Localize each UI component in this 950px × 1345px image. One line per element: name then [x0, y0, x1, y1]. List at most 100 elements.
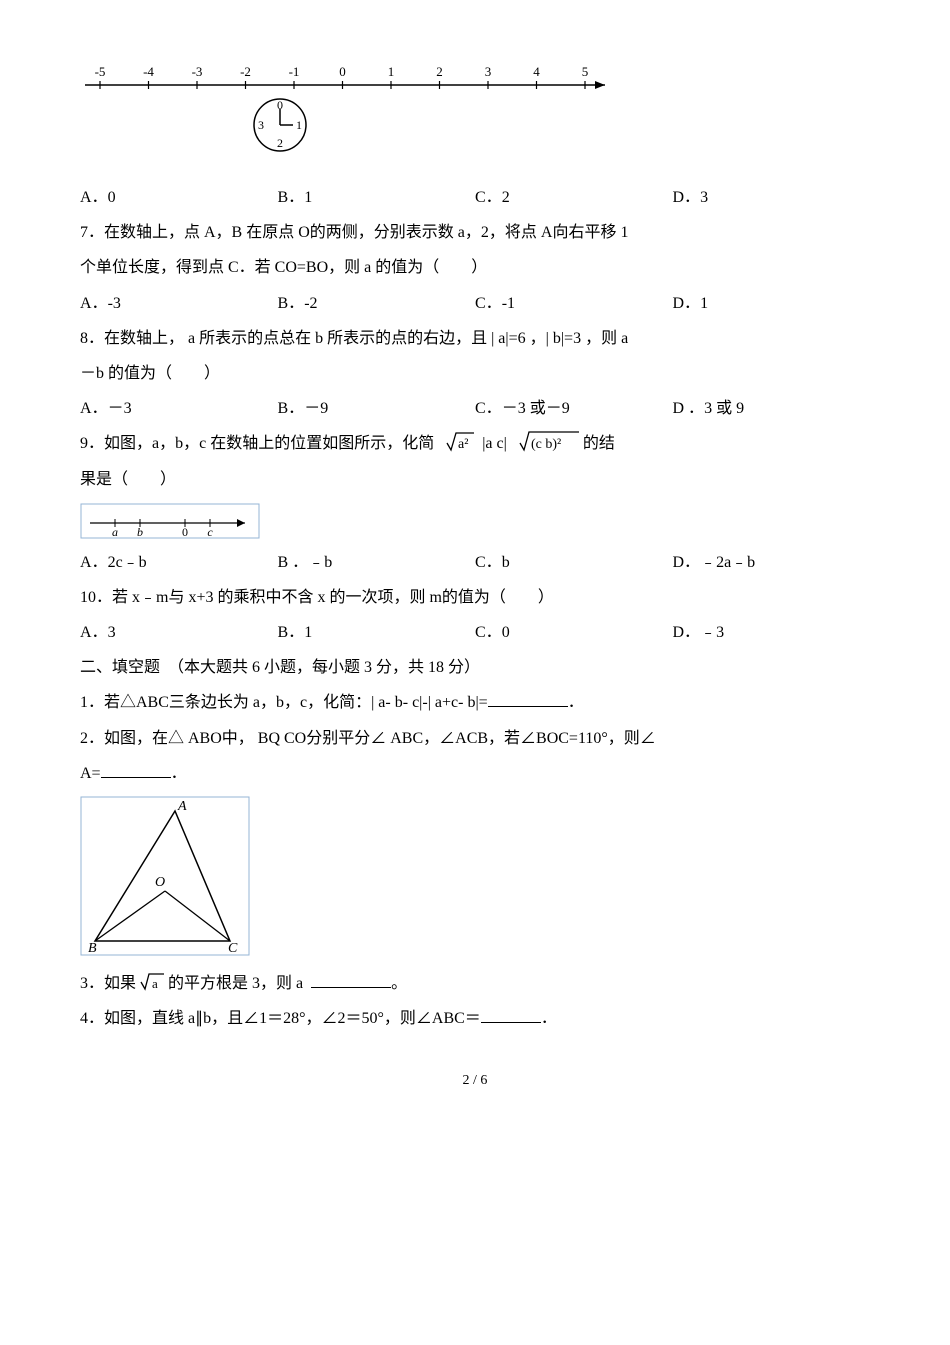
svg-text:B: B — [88, 941, 97, 956]
q10-text: 10．若 x﹣m与 x+3 的乘积中不含 x 的一次项，则 m的值为（ ） — [80, 580, 870, 615]
sqrt-icon: (c b)² — [519, 429, 579, 453]
opt-label: A． — [80, 400, 108, 417]
fill3: 3．如果 a 的平方根是 3，则 a 。 — [80, 966, 870, 1001]
fill1: 1．若△ABC三条边长为 a，b，c，化简：| a- b- c|-| a+c- … — [80, 685, 870, 720]
opt-val: -1 — [502, 295, 515, 312]
f1-before: 1．若△ABC三条边长为 a，b，c，化简：| a- b- c|-| a+c- … — [80, 694, 488, 711]
q10-opt-c: C．0 — [475, 615, 673, 650]
opt-label: D． — [673, 295, 701, 312]
svg-text:-2: -2 — [240, 64, 251, 79]
opt-label: C． — [475, 554, 502, 571]
q9-options: A．2c﹣b B ．﹣b C．b D．﹣2a﹣b — [80, 545, 870, 580]
opt-val: ﹣b — [308, 554, 332, 571]
svg-text:0: 0 — [182, 525, 188, 539]
q7-opt-c: C．-1 — [475, 286, 673, 321]
sqrt-arg1: a² — [458, 437, 468, 452]
svg-text:1: 1 — [296, 118, 302, 132]
opt-label: C． — [475, 295, 502, 312]
svg-text:2: 2 — [277, 136, 283, 150]
opt-label: A． — [80, 295, 108, 312]
q9-text1: 9．如图，a，b，c 在数轴上的位置如图所示，化简 — [80, 435, 434, 452]
svg-text:a: a — [152, 976, 158, 991]
opt-val: －9 — [304, 400, 328, 417]
svg-text:b: b — [137, 525, 143, 539]
svg-text:3: 3 — [258, 118, 264, 132]
f1-after: ． — [568, 694, 584, 711]
opt-label: A． — [80, 554, 108, 571]
q8-opt-a: A．－3 — [80, 391, 278, 426]
opt-label: C． — [475, 189, 502, 206]
number-line-svg: -5-4-3-2-1012345 — [80, 60, 620, 100]
blank-field[interactable] — [101, 761, 171, 778]
f3-mid: 的平方根是 3，则 a — [168, 975, 303, 992]
opt-label: A． — [80, 189, 108, 206]
svg-text:5: 5 — [582, 64, 589, 79]
opt-label: B． — [278, 189, 305, 206]
fill4: 4．如图，直线 a∥b，且∠1＝28°，∠2＝50°，则∠ABC＝． — [80, 1001, 870, 1036]
svg-text:2: 2 — [436, 64, 443, 79]
q6-options: A．0 B．1 C．2 D．3 — [80, 180, 870, 215]
opt-val: ﹣3 — [700, 624, 724, 641]
q9-text-end: 的结 — [583, 435, 615, 452]
sqrt-icon: a — [140, 971, 164, 991]
svg-text:A: A — [177, 799, 187, 814]
f4-after: ． — [541, 1010, 557, 1027]
opt-label: B． — [278, 624, 305, 641]
q9-opt-c: C．b — [475, 545, 673, 580]
q8-opt-d: D ．3 或 9 — [673, 391, 871, 426]
q9-line2: 果是（ ） — [80, 462, 870, 497]
f3-after: 。 — [391, 975, 407, 992]
opt-val: 2c﹣b — [108, 554, 147, 571]
q7-options: A．-3 B．-2 C．-1 D．1 — [80, 286, 870, 321]
f2-triangle-figure: A B C O — [80, 796, 250, 956]
opt-label: D． — [673, 554, 701, 571]
opt-val: －3 — [108, 400, 132, 417]
q9-opt-a: A．2c﹣b — [80, 545, 278, 580]
opt-label: B． — [278, 295, 305, 312]
sqrt-icon: a² — [446, 430, 474, 452]
q8-opt-c: C．－3 或－9 — [475, 391, 673, 426]
opt-val: 0 — [108, 189, 116, 206]
q6-opt-d: D．3 — [673, 180, 871, 215]
opt-val: 0 — [502, 624, 510, 641]
opt-label: B． — [278, 400, 305, 417]
q7-opt-b: B．-2 — [278, 286, 476, 321]
svg-text:-4: -4 — [143, 64, 154, 79]
q9-line1: 9．如图，a，b，c 在数轴上的位置如图所示，化简 a² |a c| (c b)… — [80, 426, 870, 461]
f3-before: 3．如果 — [80, 975, 136, 992]
blank-field[interactable] — [488, 690, 568, 707]
f2-before: A= — [80, 765, 101, 782]
sqrt-arg2: (c b)² — [531, 437, 561, 452]
q7-line1: 7．在数轴上，点 A，B 在原点 O的两侧，分别表示数 a，2，将点 A向右平移… — [80, 215, 870, 250]
svg-text:-3: -3 — [192, 64, 203, 79]
svg-text:0: 0 — [339, 64, 346, 79]
q9-opt-d: D．﹣2a﹣b — [673, 545, 871, 580]
q10-options: A．3 B．1 C．0 D．﹣3 — [80, 615, 870, 650]
svg-text:C: C — [228, 941, 238, 956]
svg-text:a: a — [112, 525, 118, 539]
opt-val: 1 — [700, 295, 708, 312]
opt-val: -3 — [108, 295, 121, 312]
svg-text:O: O — [155, 875, 165, 890]
q7-line2: 个单位长度，得到点 C．若 CO=BO，则 a 的值为（ ） — [80, 250, 870, 285]
q8-line2: －b 的值为（ ） — [80, 356, 870, 391]
opt-val: ﹣2a﹣b — [700, 554, 755, 571]
blank-field[interactable] — [311, 971, 391, 988]
blank-field[interactable] — [481, 1006, 541, 1023]
opt-label: D ． — [673, 400, 705, 417]
q9-mid: |a c| — [482, 435, 507, 452]
q6-opt-a: A．0 — [80, 180, 278, 215]
q9-mini-number-line: a b 0 c — [80, 503, 260, 539]
q10-opt-a: A．3 — [80, 615, 278, 650]
clock-icon: 0 1 2 3 — [245, 95, 315, 155]
opt-val: 3 — [108, 624, 116, 641]
page-footer: 2 / 6 — [80, 1066, 870, 1097]
opt-val: -2 — [304, 295, 317, 312]
opt-label: C． — [475, 624, 502, 641]
section2-title: 二、填空题 （本大题共 6 小题，每小题 3 分，共 18 分） — [80, 650, 870, 685]
opt-label: A． — [80, 624, 108, 641]
f2-after: ． — [171, 765, 187, 782]
svg-text:c: c — [207, 525, 213, 539]
opt-val: 3 或 9 — [704, 400, 744, 417]
svg-text:-5: -5 — [95, 64, 106, 79]
